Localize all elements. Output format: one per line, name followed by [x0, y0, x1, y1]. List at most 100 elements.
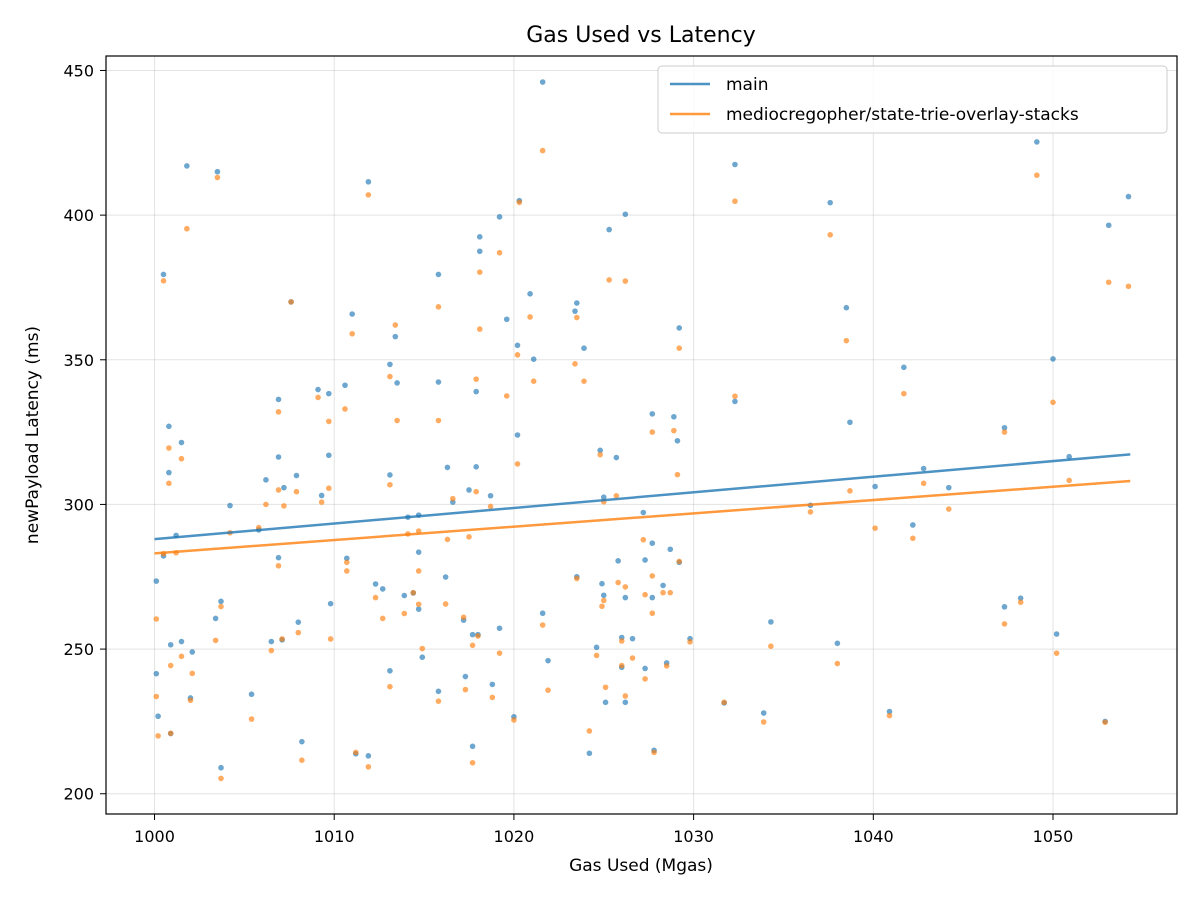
- data-point-branch: [574, 314, 580, 321]
- data-point-branch: [155, 733, 161, 739]
- data-point-branch: [279, 636, 285, 642]
- data-point-main: [178, 638, 185, 645]
- data-point-branch: [622, 278, 629, 284]
- data-point-branch: [676, 345, 683, 352]
- data-point-main: [349, 311, 355, 317]
- data-point-branch: [649, 429, 656, 435]
- data-point-main: [153, 578, 160, 584]
- data-point-main: [469, 631, 476, 638]
- x-tick-label: 1040: [853, 827, 894, 846]
- data-point-branch: [327, 636, 334, 642]
- data-point-branch: [218, 603, 224, 610]
- data-point-branch: [872, 525, 878, 531]
- data-point-branch: [315, 394, 321, 401]
- data-point-branch: [442, 601, 449, 607]
- data-point-branch: [318, 499, 325, 505]
- data-point-main: [435, 688, 442, 695]
- data-point-branch: [153, 616, 160, 622]
- data-point-main: [539, 610, 546, 617]
- data-point-branch: [671, 427, 677, 434]
- data-point-branch: [372, 594, 379, 601]
- data-point-branch: [387, 373, 393, 380]
- data-point-main: [394, 380, 400, 386]
- data-point-main: [293, 472, 300, 479]
- data-point-main: [327, 600, 334, 607]
- data-point-branch: [184, 225, 190, 232]
- data-point-branch: [349, 330, 355, 337]
- data-point-branch: [473, 376, 479, 382]
- data-point-main: [622, 594, 629, 601]
- data-point-main: [606, 226, 612, 233]
- data-point-branch: [160, 277, 167, 284]
- data-point-branch: [288, 299, 294, 305]
- data-point-branch: [326, 418, 332, 425]
- data-point-branch: [674, 471, 681, 478]
- data-point-branch: [487, 503, 494, 510]
- data-point-branch: [248, 716, 255, 722]
- data-point-branch: [1066, 477, 1072, 484]
- data-point-branch: [807, 509, 814, 515]
- data-point-main: [503, 316, 510, 323]
- data-point-main: [167, 641, 174, 648]
- data-point-branch: [606, 277, 612, 283]
- data-point-main: [401, 592, 408, 599]
- data-point-main: [275, 396, 282, 403]
- data-point-branch: [649, 610, 656, 617]
- data-point-branch: [326, 485, 332, 492]
- data-point-main: [1105, 222, 1112, 229]
- data-point-branch: [847, 488, 853, 494]
- data-point-branch: [496, 249, 503, 256]
- data-point-branch: [843, 337, 850, 344]
- data-point-main: [1125, 193, 1132, 200]
- data-point-branch: [435, 698, 442, 704]
- data-point-main: [218, 598, 224, 605]
- legend: main mediocregopher/state-trie-overlay-s…: [657, 65, 1168, 134]
- data-point-branch: [649, 573, 656, 579]
- data-point-main: [387, 667, 393, 674]
- data-point-branch: [622, 584, 629, 590]
- data-point-branch: [281, 503, 287, 509]
- data-point-main: [184, 163, 190, 169]
- data-point-main: [660, 582, 666, 589]
- data-point-main: [1066, 453, 1072, 460]
- data-point-main: [514, 342, 521, 349]
- data-point-main: [268, 638, 275, 645]
- data-point-branch: [166, 445, 172, 451]
- x-tick-label: 1050: [1033, 827, 1074, 846]
- x-axis-label: Gas Used (Mgas): [569, 856, 713, 876]
- data-point-main: [649, 594, 656, 601]
- data-point-main: [530, 356, 537, 363]
- data-point-branch: [511, 717, 517, 723]
- data-point-main: [539, 79, 546, 85]
- x-tick-label: 1010: [314, 827, 355, 846]
- data-point-branch: [613, 492, 620, 499]
- data-point-main: [1001, 424, 1008, 431]
- data-point-main: [600, 592, 607, 599]
- data-point-branch: [476, 269, 483, 275]
- data-point-branch: [379, 615, 386, 622]
- data-point-main: [469, 743, 476, 750]
- data-point-branch: [293, 488, 300, 495]
- data-point-branch: [1017, 599, 1024, 606]
- data-point-branch: [189, 670, 196, 677]
- data-point-main: [299, 738, 305, 745]
- data-point-branch: [687, 639, 693, 645]
- data-point-branch: [476, 326, 483, 332]
- data-point-main: [602, 699, 609, 706]
- data-point-branch: [660, 589, 666, 596]
- data-point-main: [827, 199, 833, 206]
- data-point-branch: [475, 633, 481, 639]
- data-point-branch: [901, 390, 907, 397]
- data-point-main: [372, 581, 379, 587]
- data-point-branch: [466, 534, 472, 540]
- data-point-branch: [545, 687, 551, 693]
- data-point-main: [227, 502, 233, 509]
- data-point-main: [667, 546, 674, 553]
- data-point-branch: [629, 655, 636, 661]
- data-point-branch: [574, 575, 580, 582]
- data-point-main: [419, 654, 426, 660]
- data-point-main: [318, 492, 325, 499]
- data-point-branch: [444, 536, 451, 543]
- data-point-branch: [581, 378, 587, 384]
